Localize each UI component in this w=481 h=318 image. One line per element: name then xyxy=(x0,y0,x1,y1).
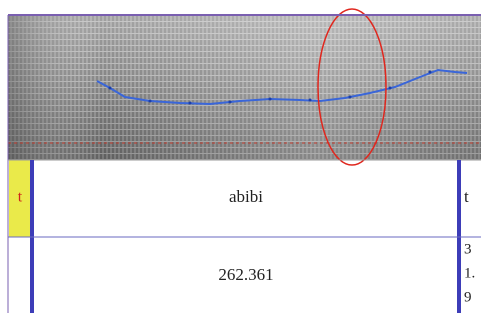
next-interval-text: t xyxy=(464,187,469,206)
page: t abibi t 262.361 3 1. 9 (() => { const … xyxy=(0,0,481,313)
praat-editor: t abibi t 262.361 3 1. 9 xyxy=(0,0,481,313)
next-duration-part: 9 xyxy=(464,289,472,305)
duration-value: 262.361 xyxy=(218,265,273,284)
spectrogram xyxy=(8,16,481,160)
tier-label: t xyxy=(18,189,23,206)
interval-text: abibi xyxy=(229,187,263,206)
next-duration-part: 1. xyxy=(464,265,475,281)
next-duration-part: 3 xyxy=(464,241,472,257)
